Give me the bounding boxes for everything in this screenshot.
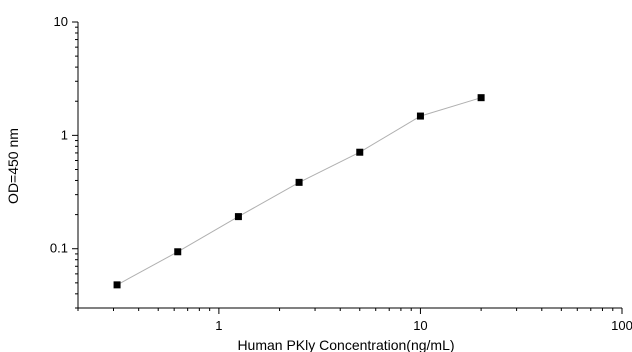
data-point-marker <box>113 281 121 289</box>
data-point-marker <box>416 112 424 120</box>
y-tick-label: 10 <box>54 14 68 29</box>
y-ticks: 0.1 1 10 <box>50 14 78 309</box>
data-point-marker <box>477 94 485 102</box>
y-axis: 0.1 1 10 <box>50 14 79 309</box>
data-point-marker <box>295 178 303 186</box>
x-axis: 1 10 100 <box>77 307 632 333</box>
y-tick-label: 1 <box>61 127 68 142</box>
y-tick-label: 0.1 <box>50 241 68 256</box>
plot-area <box>113 94 485 289</box>
data-point-marker <box>356 148 364 156</box>
x-axis-title: Human PKly Concentration(ng/mL) <box>237 337 454 352</box>
x-tick-label: 1 <box>215 318 222 333</box>
data-point-marker <box>234 213 242 221</box>
data-point-marker <box>174 248 182 256</box>
y-axis-title: OD=450 nm <box>5 128 21 204</box>
x-ticks: 1 10 100 <box>77 308 632 333</box>
fit-curve-line <box>116 97 482 286</box>
x-tick-label: 100 <box>611 318 632 333</box>
x-tick-label: 10 <box>413 318 427 333</box>
